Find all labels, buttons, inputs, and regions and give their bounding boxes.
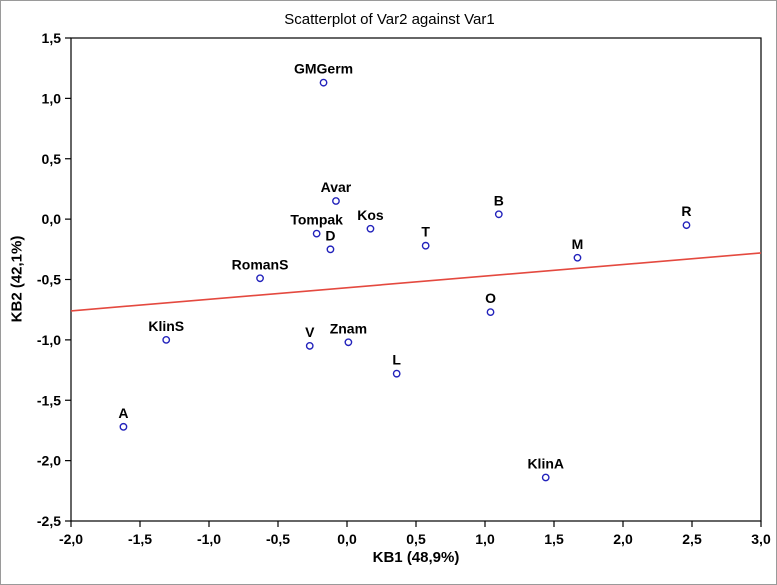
- y-tick-label: 0,0: [42, 211, 62, 227]
- x-tick-label: 0,5: [406, 531, 426, 547]
- point-label-Avar: Avar: [321, 179, 352, 195]
- data-point-T: [421, 241, 430, 250]
- x-tick-label: -1,5: [128, 531, 152, 547]
- chart-title: Scatterplot of Var2 against Var1: [284, 11, 495, 28]
- y-tick-label: 1,0: [42, 90, 62, 106]
- y-tick-label: -1,0: [37, 332, 61, 348]
- y-tick-label: -2,5: [37, 513, 61, 529]
- point-label-RomanS: RomanS: [232, 256, 289, 272]
- point-label-B: B: [494, 192, 504, 208]
- data-point-A: [119, 422, 128, 431]
- x-tick-label: 1,0: [475, 531, 495, 547]
- point-label-V: V: [305, 324, 315, 340]
- data-point-KlinS: [162, 335, 171, 344]
- y-tick-label: -1,5: [37, 392, 61, 408]
- data-point-KlinA: [541, 473, 550, 482]
- data-point-Tompak: [312, 229, 321, 238]
- data-point-M: [573, 253, 582, 262]
- point-label-Znam: Znam: [330, 320, 367, 336]
- x-tick-label: 3,0: [751, 531, 771, 547]
- x-tick-label: 1,5: [544, 531, 564, 547]
- point-label-Kos: Kos: [357, 207, 384, 223]
- x-tick-label: -0,5: [266, 531, 290, 547]
- x-axis-label: KB1 (48,9%): [372, 549, 460, 566]
- point-label-R: R: [681, 203, 691, 219]
- data-point-GMGerm: [319, 78, 328, 87]
- x-tick-label: 0,0: [337, 531, 357, 547]
- data-point-D: [326, 245, 335, 254]
- y-tick-label: 1,5: [42, 30, 62, 46]
- point-label-Tompak: Tompak: [290, 212, 343, 228]
- y-tick-label: -0,5: [37, 272, 61, 288]
- data-point-Kos: [366, 224, 375, 233]
- point-label-L: L: [392, 352, 401, 368]
- data-point-V: [305, 342, 314, 350]
- data-point-B: [494, 210, 503, 219]
- point-label-KlinA: KlinA: [527, 456, 564, 472]
- data-point-Znam: [344, 338, 353, 347]
- point-label-KlinS: KlinS: [148, 318, 184, 334]
- x-tick-label: -1,0: [197, 531, 221, 547]
- x-tick-label: 2,5: [682, 531, 702, 547]
- data-point-Avar: [332, 197, 340, 205]
- point-label-O: O: [485, 290, 496, 306]
- point-label-T: T: [421, 224, 430, 240]
- y-tick-label: 0,5: [42, 151, 62, 167]
- data-point-L: [392, 369, 401, 378]
- data-point-R: [682, 221, 691, 230]
- point-label-D: D: [325, 227, 335, 243]
- point-label-GMGerm: GMGerm: [294, 61, 353, 77]
- data-point-RomanS: [256, 274, 264, 283]
- plot-border: [70, 37, 762, 522]
- point-label-A: A: [118, 405, 128, 421]
- y-tick-label: -2,0: [37, 453, 61, 469]
- x-tick-label: -2,0: [59, 531, 83, 547]
- trend-line: [70, 252, 762, 312]
- data-point-O: [486, 308, 495, 317]
- x-tick-label: 2,0: [613, 531, 633, 547]
- point-label-M: M: [572, 236, 584, 252]
